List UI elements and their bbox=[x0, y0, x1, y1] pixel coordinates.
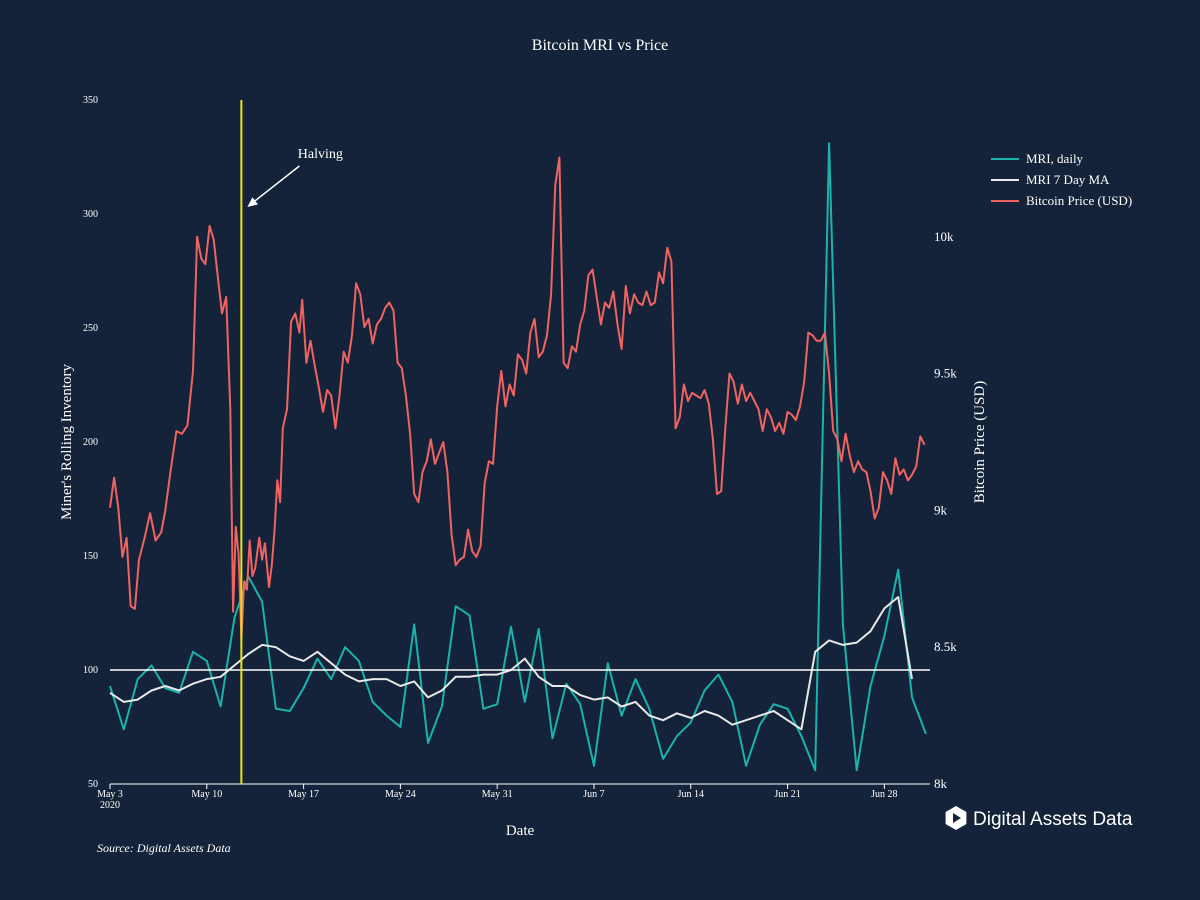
x-axis-title: Date bbox=[506, 823, 535, 839]
y-right-axis: 8k 8.5k 9k 9.5k 10k bbox=[934, 229, 957, 791]
chart-title: Bitcoin MRI vs Price bbox=[532, 37, 668, 54]
x-tick-year: 2020 bbox=[100, 800, 120, 811]
halving-arrowhead bbox=[247, 197, 259, 207]
halving-annotation: Halving bbox=[247, 147, 343, 207]
legend-label: MRI 7 Day MA bbox=[1026, 172, 1110, 187]
legend-label: Bitcoin Price (USD) bbox=[1026, 193, 1132, 208]
y-right-axis-title: Bitcoin Price (USD) bbox=[972, 381, 988, 503]
series-layer bbox=[109, 142, 927, 772]
y-left-tick-300: 300 bbox=[83, 209, 98, 220]
y-right-tick-8.5k: 8.5k bbox=[934, 639, 957, 654]
y-left-tick-100: 100 bbox=[83, 665, 98, 676]
x-tick-label: Jun 21 bbox=[774, 789, 800, 800]
source-note: Source: Digital Assets Data bbox=[97, 841, 231, 855]
y-left-tick-150: 150 bbox=[83, 551, 98, 562]
series-line-bitcoin-price-usd bbox=[109, 156, 926, 640]
x-tick-label: May 31 bbox=[482, 789, 513, 800]
y-right-tick-8k: 8k bbox=[934, 776, 948, 791]
halving-label: Halving bbox=[298, 147, 343, 162]
series-line-mri-7-day-ma bbox=[109, 596, 913, 731]
series-line-mri-daily bbox=[109, 142, 927, 772]
y-left-tick-250: 250 bbox=[83, 323, 98, 334]
brand-logo: Digital Assets Data bbox=[945, 806, 1133, 830]
y-right-tick-9k: 9k bbox=[934, 502, 948, 517]
legend: MRI, daily MRI 7 Day MA Bitcoin Price (USD… bbox=[991, 151, 1132, 208]
x-tick-label: Jun 7 bbox=[583, 789, 604, 800]
y-left-tick-350: 350 bbox=[83, 95, 98, 106]
x-tick-label: Jun 28 bbox=[871, 789, 897, 800]
x-tick-label: May 3 bbox=[97, 789, 123, 800]
x-tick-label: Jun 14 bbox=[678, 789, 704, 800]
legend-label: MRI, daily bbox=[1026, 151, 1084, 166]
x-tick-label: May 17 bbox=[288, 789, 319, 800]
y-left-tick-200: 200 bbox=[83, 437, 98, 448]
y-right-tick-10k: 10k bbox=[934, 229, 954, 244]
halving-arrow bbox=[251, 165, 300, 204]
x-tick-label: May 24 bbox=[385, 789, 416, 800]
x-tick-label: May 10 bbox=[191, 789, 222, 800]
brand-logo-icon bbox=[945, 806, 967, 830]
y-right-tick-9.5k: 9.5k bbox=[934, 366, 957, 381]
y-left-tick-50: 50 bbox=[88, 779, 98, 790]
y-left-axis: 50 100 150 200 250 300 350 bbox=[83, 95, 98, 790]
brand-name: Digital Assets Data bbox=[973, 809, 1133, 830]
y-left-axis-title: Miner's Rolling Inventory bbox=[59, 363, 75, 520]
